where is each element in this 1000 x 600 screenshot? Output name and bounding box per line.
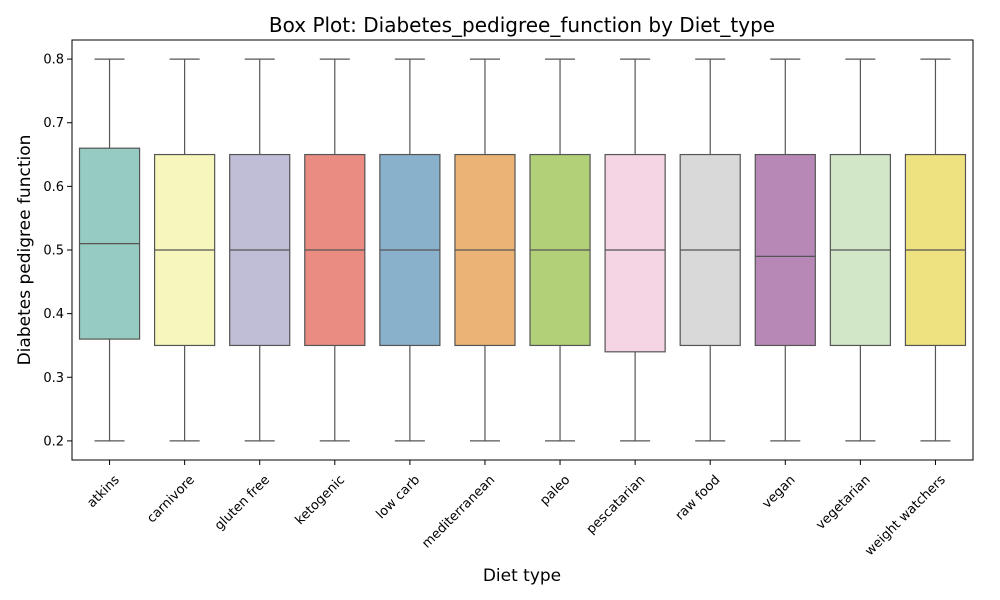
x-tick-label-carnivore: carnivore <box>144 473 198 527</box>
y-axis-label: Diabetes pedigree function <box>15 135 35 366</box>
x-tick-label-mediterranean: mediterranean <box>419 473 498 552</box>
x-tick-label-ketogenic: ketogenic <box>293 473 348 528</box>
x-axis-label: Diet type <box>483 566 561 586</box>
y-tick-label: 0.3 <box>43 371 64 386</box>
x-tick-label-weight-watchers: weight watchers <box>862 473 949 560</box>
y-tick-label: 0.4 <box>43 307 64 322</box>
plot-area: 0.2 0.3 0.4 0.5 0.6 0.7 0.8 atkins carnivore glut… <box>43 39 974 560</box>
x-tick-label-gluten-free: gluten free <box>212 473 273 534</box>
chart-title: Box Plot: Diabetes_pedigree_function by … <box>269 13 775 37</box>
y-tick-label: 0.7 <box>43 116 64 131</box>
x-tick-label-vegetarian: vegetarian <box>813 473 873 533</box>
x-tick-label-low-carb: low carb <box>374 473 424 523</box>
box-pescatarian <box>604 153 666 353</box>
x-tick-label-atkins: atkins <box>84 472 122 510</box>
x-tick-label-paleo: paleo <box>537 473 573 509</box>
box-vegan <box>754 153 816 347</box>
y-tick-label: 0.2 <box>43 434 64 449</box>
x-tick-label-vegan: vegan <box>760 473 799 512</box>
y-tick-label: 0.5 <box>43 244 64 259</box>
y-tick-label: 0.6 <box>43 180 64 195</box>
y-tick-label: 0.8 <box>43 53 64 68</box>
x-tick-label-pescatarian: pescatarian <box>584 473 649 538</box>
x-tick-label-raw-food: raw food <box>673 473 724 524</box>
